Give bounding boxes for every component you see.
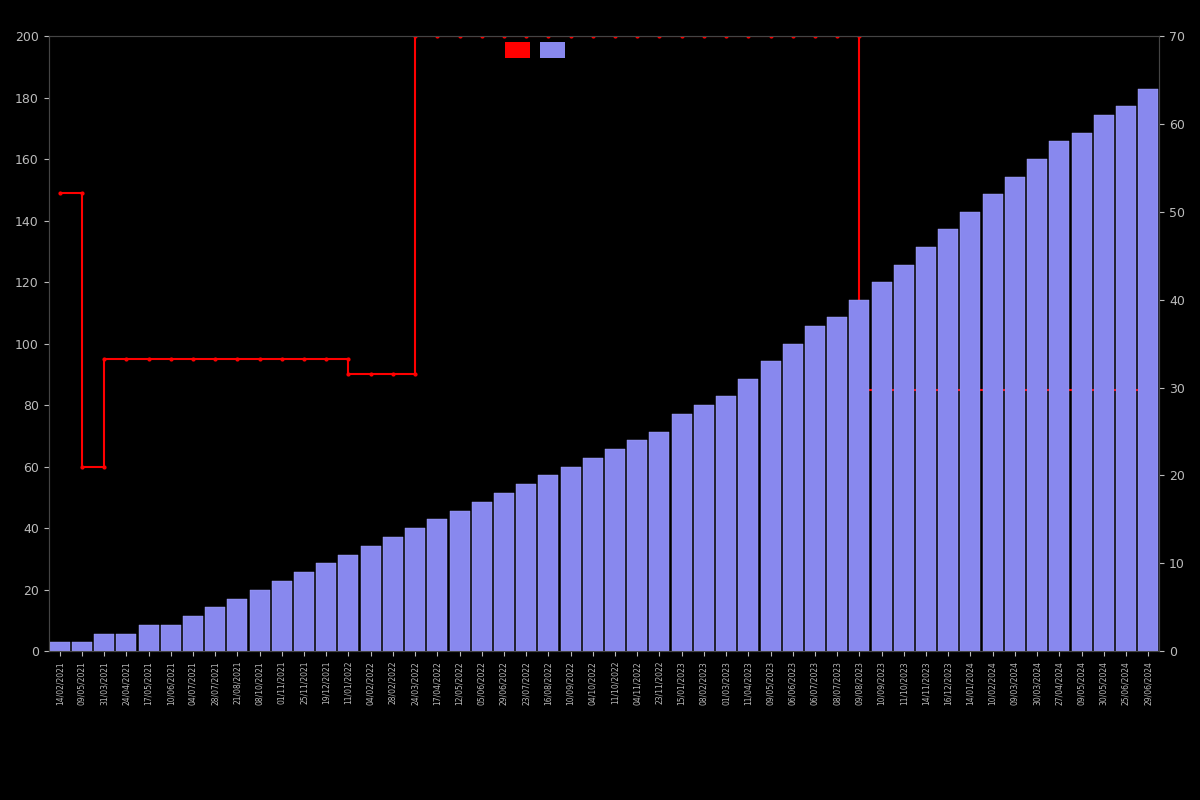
Bar: [850, 300, 869, 651]
Bar: [761, 362, 780, 651]
Bar: [161, 625, 181, 651]
Bar: [182, 616, 203, 651]
Bar: [649, 431, 670, 651]
Bar: [1072, 133, 1092, 651]
Bar: [694, 405, 714, 651]
Bar: [49, 642, 70, 651]
Legend: , : ,: [505, 42, 569, 58]
Bar: [294, 572, 314, 651]
Bar: [916, 247, 936, 651]
Bar: [1049, 142, 1069, 651]
Bar: [871, 282, 892, 651]
Bar: [805, 326, 824, 651]
Bar: [250, 590, 270, 651]
Bar: [539, 475, 558, 651]
Bar: [960, 212, 980, 651]
Bar: [605, 449, 625, 651]
Bar: [494, 493, 514, 651]
Bar: [272, 581, 292, 651]
Bar: [472, 502, 492, 651]
Bar: [894, 265, 914, 651]
Bar: [72, 642, 92, 651]
Bar: [782, 344, 803, 651]
Bar: [983, 194, 1003, 651]
Bar: [450, 510, 469, 651]
Bar: [827, 318, 847, 651]
Bar: [560, 466, 581, 651]
Bar: [1004, 177, 1025, 651]
Bar: [361, 546, 380, 651]
Bar: [628, 440, 647, 651]
Bar: [317, 563, 336, 651]
Bar: [138, 625, 158, 651]
Bar: [672, 414, 691, 651]
Bar: [205, 607, 226, 651]
Bar: [116, 634, 137, 651]
Bar: [338, 554, 359, 651]
Bar: [583, 458, 602, 651]
Bar: [383, 537, 403, 651]
Bar: [1138, 89, 1158, 651]
Bar: [716, 396, 736, 651]
Bar: [516, 484, 536, 651]
Bar: [94, 634, 114, 651]
Bar: [1116, 106, 1136, 651]
Bar: [228, 598, 247, 651]
Bar: [1093, 115, 1114, 651]
Bar: [738, 378, 758, 651]
Bar: [1027, 159, 1048, 651]
Bar: [427, 519, 448, 651]
Bar: [938, 230, 959, 651]
Bar: [406, 528, 425, 651]
